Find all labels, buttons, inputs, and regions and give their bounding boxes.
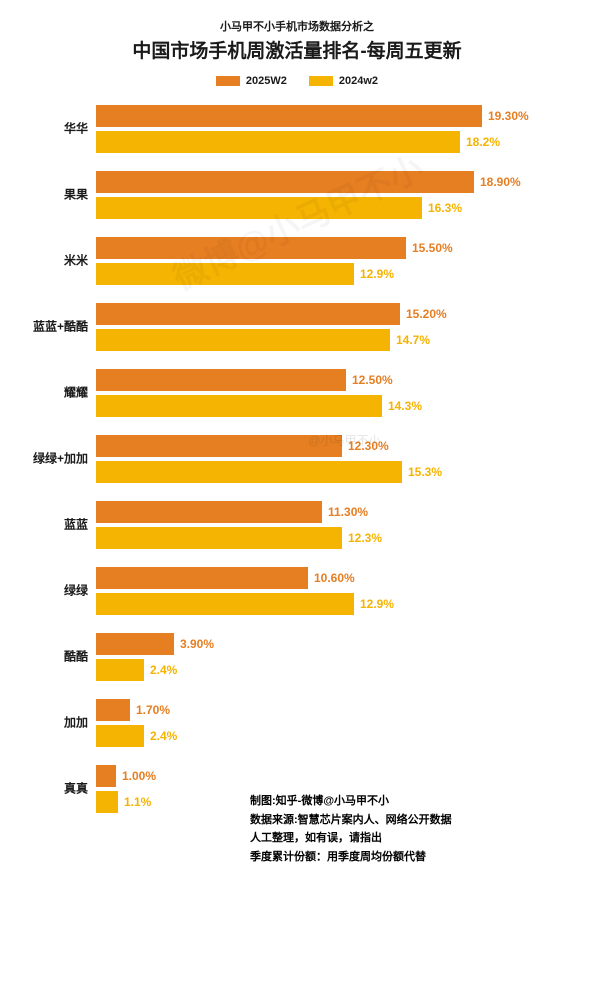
category-label: 绿绿 [24,584,88,597]
bar-group: 绿绿+加加12.30%15.3% [96,435,540,483]
bar-group: 米米15.50%12.9% [96,237,540,285]
bar-series2 [96,791,118,813]
bar-series1 [96,435,342,457]
bar-chart: 华华 19.30% 18.2% 果果 18.90% 16.3% 米米 15.50% 12.9% 蓝… [24,105,570,813]
value-label-series2: 12.3% [342,527,382,549]
bar-group: 华华19.30%18.2% [96,105,540,153]
value-label-series2: 12.9% [354,263,394,285]
value-label-series2: 14.7% [390,329,430,351]
bar-series1 [96,765,116,787]
value-label-series1: 11.30% [322,501,368,523]
value-label-series2: 15.3% [402,461,442,483]
legend-swatch-series1 [216,76,240,86]
bar-series2 [96,659,144,681]
bar-series1 [96,369,346,391]
category-label: 华华 [24,122,88,135]
bar-group: 耀耀12.50%14.3% [96,369,540,417]
legend-label-series1: 2025W2 [246,75,287,87]
bar-group: 蓝蓝+酷酷15.20%14.7% [96,303,540,351]
value-label-series2: 1.1% [118,791,151,813]
category-label: 果果 [24,188,88,201]
value-label-series1: 1.70% [130,699,170,721]
bar-series2 [96,263,354,285]
legend-label-series2: 2024w2 [339,75,378,87]
bar-series1 [96,633,174,655]
bar-series1 [96,105,482,127]
bar-series2 [96,593,354,615]
value-label-series1: 15.50% [406,237,453,259]
value-label-series2: 16.3% [422,197,462,219]
bar-group: 酷酷3.90%2.4% [96,633,540,681]
subtitle: 小马甲不小手机市场数据分析之 [24,18,570,34]
value-label-series2: 2.4% [144,659,177,681]
value-label-series1: 15.20% [400,303,447,325]
footer-line: 制图:知乎-微博@小马甲不小 [250,792,452,811]
bar-series2 [96,527,342,549]
value-label-series2: 14.3% [382,395,422,417]
value-label-series1: 18.90% [474,171,521,193]
bar-series1 [96,699,130,721]
bar-series1 [96,171,474,193]
category-label: 米米 [24,254,88,267]
bar-series1 [96,237,406,259]
value-label-series1: 12.50% [346,369,393,391]
bar-series1 [96,567,308,589]
bar-series2 [96,725,144,747]
footer-line: 季度累计份额：用季度周均份额代替 [250,848,452,867]
value-label-series2: 18.2% [460,131,500,153]
title: 中国市场手机周激活量排名-每周五更新 [24,36,570,63]
bar-series2 [96,131,460,153]
legend: 2025W2 2024w2 [24,75,570,87]
bar-group: 绿绿10.60%12.9% [96,567,540,615]
bar-series2 [96,329,390,351]
value-label-series1: 10.60% [308,567,355,589]
category-label: 酷酷 [24,650,88,663]
value-label-series1: 3.90% [174,633,214,655]
footer-line: 数据来源:智慧芯片案内人、网络公开数据 [250,811,452,830]
category-label: 加加 [24,716,88,729]
value-label-series2: 2.4% [144,725,177,747]
bar-series2 [96,461,402,483]
footer-notes: 制图:知乎-微博@小马甲不小数据来源:智慧芯片案内人、网络公开数据人工整理，如有… [250,792,452,867]
bar-group: 蓝蓝11.30%12.3% [96,501,540,549]
bar-group: 加加1.70%2.4% [96,699,540,747]
legend-swatch-series2 [309,76,333,86]
page: 小马甲不小手机市场数据分析之 中国市场手机周激活量排名-每周五更新 2025W2… [0,0,594,1000]
value-label-series1: 19.30% [482,105,529,127]
footer-line: 人工整理，如有误，请指出 [250,829,452,848]
bar-series2 [96,395,382,417]
bar-group: 果果18.90%16.3% [96,171,540,219]
bar-series2 [96,197,422,219]
legend-item-series2: 2024w2 [309,75,378,87]
category-label: 绿绿+加加 [24,452,88,465]
category-label: 真真 [24,782,88,795]
category-label: 耀耀 [24,386,88,399]
value-label-series2: 12.9% [354,593,394,615]
value-label-series1: 1.00% [116,765,156,787]
category-label: 蓝蓝 [24,518,88,531]
bar-series1 [96,303,400,325]
category-label: 蓝蓝+酷酷 [24,320,88,333]
legend-item-series1: 2025W2 [216,75,287,87]
bar-series1 [96,501,322,523]
value-label-series1: 12.30% [342,435,389,457]
